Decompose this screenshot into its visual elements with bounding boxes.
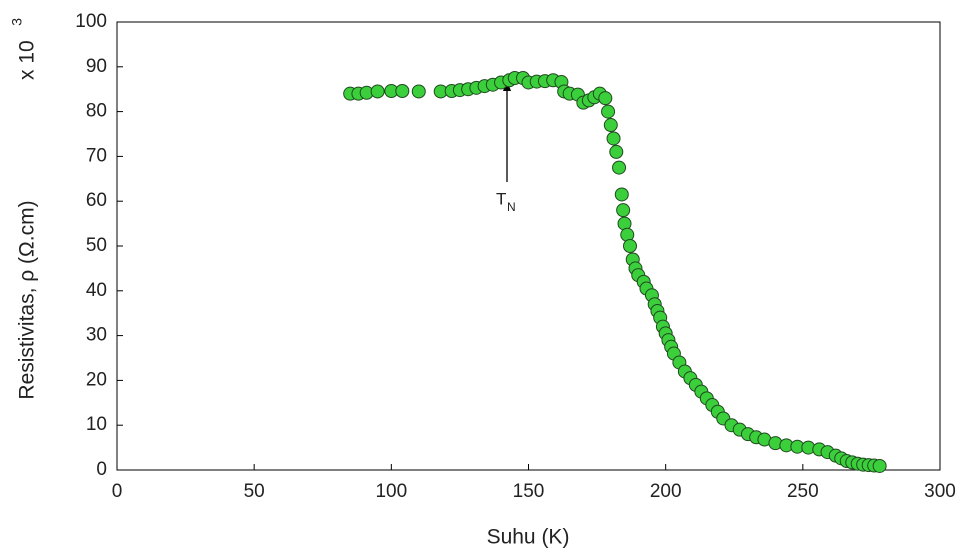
x-tick-label: 0 bbox=[112, 481, 123, 502]
x-tick-label: 50 bbox=[244, 481, 265, 502]
y-tick-label: 90 bbox=[86, 56, 107, 77]
data-point bbox=[623, 239, 638, 253]
y-tick-label: 50 bbox=[86, 235, 107, 256]
data-point bbox=[612, 160, 627, 175]
data-point bbox=[603, 118, 618, 133]
data-point bbox=[601, 104, 616, 119]
data-point bbox=[411, 84, 426, 99]
y-tick-label: 100 bbox=[75, 11, 107, 32]
y-tick-label: 10 bbox=[86, 414, 107, 435]
y-axis-label: Resistivitas, ρ (Ω.cm) bbox=[16, 200, 39, 399]
annotation-text: T bbox=[496, 189, 506, 208]
data-point bbox=[614, 187, 629, 202]
data-point bbox=[370, 84, 385, 99]
x-tick-label: 100 bbox=[375, 481, 407, 502]
data-point bbox=[609, 144, 624, 159]
x-tick-label: 250 bbox=[787, 481, 819, 502]
data-point bbox=[395, 83, 410, 98]
y-tick-label: 40 bbox=[86, 280, 107, 301]
data-point bbox=[598, 91, 613, 106]
y-tick-label: 20 bbox=[86, 369, 107, 390]
y-tick-label: 80 bbox=[86, 101, 107, 122]
data-point bbox=[606, 131, 621, 146]
data-point bbox=[616, 203, 631, 218]
x-tick-label: 150 bbox=[513, 481, 545, 502]
data-point bbox=[872, 458, 887, 473]
y-tick-label: 0 bbox=[96, 459, 107, 480]
annotation-subscript: N bbox=[507, 200, 516, 214]
y-tick-label: 70 bbox=[86, 145, 107, 166]
y-tick-label: 60 bbox=[86, 190, 107, 211]
x-tick-label: 300 bbox=[924, 481, 956, 502]
x-axis-label: Suhu (K) bbox=[487, 526, 570, 549]
y-tick-label: 30 bbox=[86, 325, 107, 346]
multiplier-exponent: 3 bbox=[9, 18, 25, 26]
multiplier: x 10 bbox=[16, 40, 39, 80]
x-tick-label: 200 bbox=[650, 481, 682, 502]
